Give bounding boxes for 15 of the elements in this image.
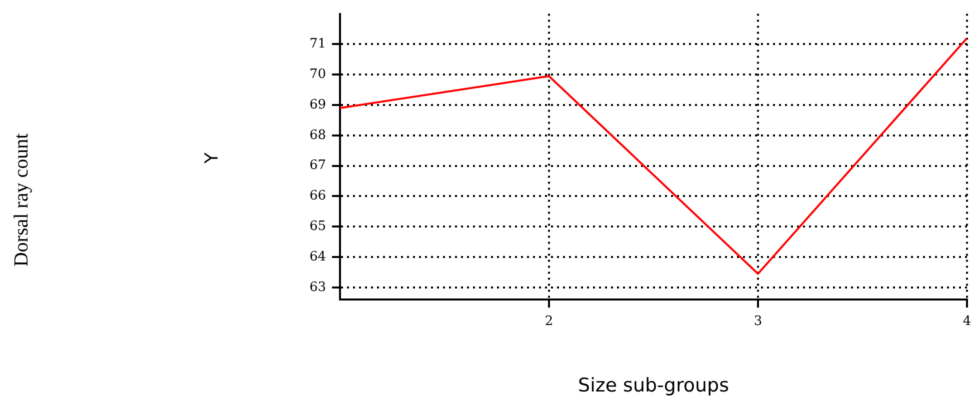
x-tick-label: 4: [962, 314, 972, 329]
y-tick-label: 63: [309, 280, 326, 295]
y-tick-label: 71: [309, 36, 326, 52]
y-tick-label: 65: [309, 219, 326, 234]
y-tick-label: 66: [309, 188, 326, 204]
text: Dorsal ray count: [10, 133, 34, 267]
y-tick-label: 67: [309, 158, 326, 174]
x-tick-label: 2: [544, 314, 554, 329]
y-tick-label: 69: [309, 97, 326, 112]
y-tick-label: 70: [309, 66, 326, 82]
x-tick-label: 3: [754, 314, 762, 329]
y-tick-label: 64: [309, 249, 326, 264]
x-axis-title: Size sub-groups: [578, 374, 729, 397]
text: Y: [202, 152, 222, 164]
y-tick-label: 68: [309, 128, 326, 143]
